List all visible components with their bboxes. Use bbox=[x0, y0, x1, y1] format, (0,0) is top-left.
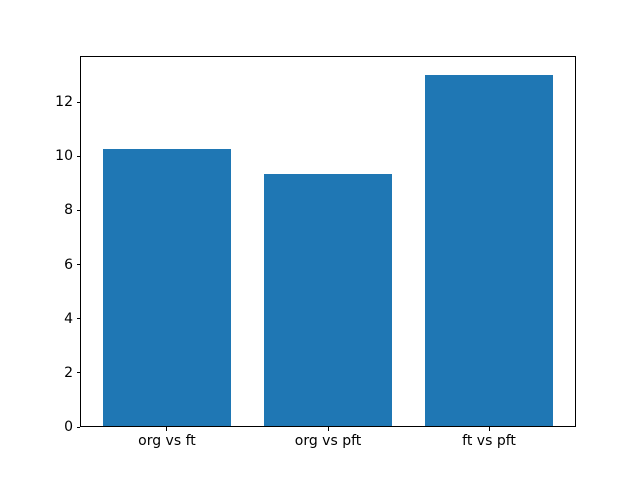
y-tick-label: 12 bbox=[55, 94, 73, 111]
y-tick-mark bbox=[76, 209, 80, 211]
bar-org-vs-ft bbox=[102, 149, 232, 427]
x-tick-label: org vs pft bbox=[294, 433, 362, 449]
x-tick-mark bbox=[327, 427, 329, 431]
bar-org-vs-pft bbox=[263, 173, 393, 427]
y-tick-label: 0 bbox=[64, 419, 73, 435]
x-tick-mark bbox=[166, 427, 168, 431]
y-tick-mark bbox=[76, 426, 80, 428]
y-tick-label: 2 bbox=[64, 364, 73, 381]
x-tick-mark bbox=[488, 427, 490, 431]
x-tick-label: ft vs pft bbox=[462, 433, 516, 449]
y-tick-label: 10 bbox=[55, 148, 73, 165]
y-tick-mark bbox=[76, 155, 80, 157]
y-tick-mark bbox=[76, 264, 80, 266]
bar-ft-vs-pft bbox=[424, 74, 554, 427]
x-tick-label: org vs ft bbox=[138, 433, 196, 449]
y-tick-mark bbox=[76, 101, 80, 103]
y-tick-label: 8 bbox=[64, 202, 73, 219]
y-tick-mark bbox=[76, 372, 80, 374]
y-tick-mark bbox=[76, 318, 80, 320]
y-tick-label: 6 bbox=[64, 256, 73, 273]
y-tick-label: 4 bbox=[64, 310, 73, 327]
